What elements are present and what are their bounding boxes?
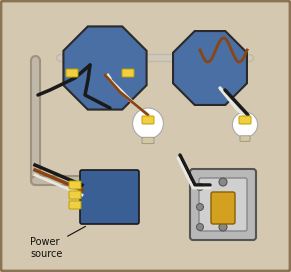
FancyBboxPatch shape (239, 116, 251, 124)
FancyBboxPatch shape (190, 169, 256, 240)
Circle shape (219, 178, 227, 186)
FancyBboxPatch shape (199, 178, 247, 231)
Circle shape (233, 112, 258, 137)
FancyBboxPatch shape (142, 137, 154, 144)
FancyBboxPatch shape (66, 69, 78, 77)
FancyBboxPatch shape (240, 136, 250, 141)
Circle shape (219, 223, 227, 231)
FancyBboxPatch shape (142, 116, 154, 124)
Polygon shape (173, 31, 247, 105)
FancyBboxPatch shape (69, 201, 81, 209)
Circle shape (196, 224, 203, 230)
Text: Power
source: Power source (30, 226, 86, 259)
FancyBboxPatch shape (211, 192, 235, 224)
Circle shape (133, 108, 164, 139)
FancyBboxPatch shape (69, 181, 81, 189)
FancyBboxPatch shape (122, 69, 134, 77)
FancyBboxPatch shape (80, 170, 139, 224)
FancyBboxPatch shape (69, 191, 81, 199)
Circle shape (196, 184, 203, 190)
Polygon shape (63, 26, 147, 110)
Circle shape (196, 203, 203, 211)
